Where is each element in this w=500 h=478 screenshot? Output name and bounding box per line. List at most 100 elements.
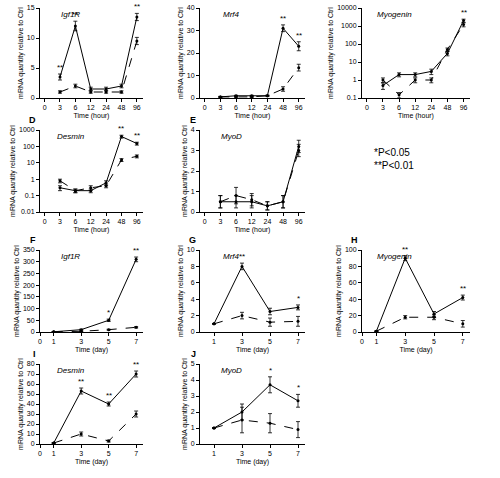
svg-text:6: 6	[397, 104, 401, 111]
svg-text:B: B	[189, 0, 196, 2]
svg-text:mRNA quantity relative to Ctrl: mRNA quantity relative to Ctrl	[335, 245, 343, 337]
svg-text:48: 48	[279, 104, 287, 111]
svg-text:1: 1	[374, 338, 378, 345]
svg-text:1: 1	[191, 188, 195, 195]
svg-text:*: *	[107, 308, 110, 317]
svg-text:40: 40	[349, 296, 357, 303]
svg-text:1: 1	[353, 76, 357, 83]
svg-text:150: 150	[23, 293, 35, 300]
svg-text:Desmin: Desmin	[57, 132, 85, 141]
svg-text:0: 0	[203, 104, 207, 111]
svg-text:30: 30	[27, 410, 35, 417]
svg-text:*: *	[297, 383, 300, 392]
svg-text:3: 3	[58, 104, 62, 111]
svg-text:3: 3	[191, 392, 195, 399]
svg-text:96: 96	[295, 104, 303, 111]
svg-text:3: 3	[403, 338, 407, 345]
svg-text:mRNA quantity relative to Ctrl: mRNA quantity relative to Ctrl	[177, 245, 185, 337]
svg-text:0.01: 0.01	[21, 208, 35, 215]
svg-text:**: **	[133, 246, 139, 255]
svg-text:5: 5	[268, 450, 272, 457]
svg-text:5: 5	[432, 338, 436, 345]
svg-text:80: 80	[27, 360, 35, 367]
svg-text:60: 60	[27, 380, 35, 387]
svg-text:50: 50	[27, 390, 35, 397]
svg-text:mRNA quantity relative to Ctrl: mRNA quantity relative to Ctrl	[181, 358, 189, 450]
svg-text:**: **	[461, 8, 467, 17]
svg-text:1: 1	[31, 176, 35, 183]
svg-text:3: 3	[218, 104, 222, 111]
svg-text:20: 20	[349, 312, 357, 319]
svg-text:**: **	[460, 284, 466, 293]
svg-text:mRNA quantity relative to Ctrl: mRNA quantity relative to Ctrl	[13, 245, 21, 337]
svg-text:*: *	[269, 366, 272, 375]
svg-text:15: 15	[27, 4, 35, 11]
svg-text:0: 0	[353, 328, 357, 335]
svg-text:24: 24	[263, 218, 271, 225]
svg-text:I: I	[33, 349, 36, 359]
svg-text:20: 20	[187, 49, 195, 56]
svg-text:Myogenin: Myogenin	[377, 10, 412, 19]
svg-text:Time (hour): Time (hour)	[235, 112, 271, 120]
svg-text:48: 48	[279, 218, 287, 225]
svg-text:80: 80	[349, 263, 357, 270]
svg-text:7: 7	[134, 450, 138, 457]
svg-text:5: 5	[31, 64, 35, 71]
svg-text:0: 0	[203, 218, 207, 225]
svg-text:350: 350	[23, 246, 35, 253]
svg-text:**: **	[133, 360, 139, 369]
svg-text:G: G	[189, 235, 196, 245]
svg-text:5: 5	[107, 450, 111, 457]
svg-text:J: J	[191, 349, 196, 359]
svg-text:0.1: 0.1	[25, 192, 35, 199]
svg-text:Myogenin: Myogenin	[377, 252, 412, 261]
svg-text:30: 30	[187, 27, 195, 34]
svg-text:mRNA quantity relative to Ctrl: mRNA quantity relative to Ctrl	[181, 125, 189, 217]
svg-text:**: **	[57, 63, 63, 72]
svg-text:**: **	[280, 14, 286, 23]
svg-text:Time (day): Time (day)	[236, 346, 269, 354]
svg-text:24: 24	[102, 218, 110, 225]
svg-text:5: 5	[268, 338, 272, 345]
svg-text:5: 5	[107, 338, 111, 345]
svg-text:10: 10	[27, 159, 35, 166]
svg-text:48: 48	[118, 218, 126, 225]
svg-text:0: 0	[191, 440, 195, 447]
svg-text:12: 12	[248, 218, 256, 225]
svg-text:10: 10	[27, 430, 35, 437]
svg-text:0: 0	[43, 218, 47, 225]
svg-text:0.1: 0.1	[347, 94, 357, 101]
svg-text:Igf1R: Igf1R	[61, 10, 80, 19]
svg-text:0: 0	[191, 208, 195, 215]
svg-text:0: 0	[43, 104, 47, 111]
svg-text:4: 4	[191, 126, 195, 133]
svg-text:3: 3	[381, 104, 385, 111]
svg-text:Igf1R: Igf1R	[61, 252, 80, 261]
svg-text:Time (day): Time (day)	[75, 458, 108, 466]
svg-text:0: 0	[365, 104, 369, 111]
svg-text:0: 0	[191, 328, 195, 335]
svg-text:2: 2	[191, 408, 195, 415]
svg-text:96: 96	[133, 104, 141, 111]
svg-text:4: 4	[191, 296, 195, 303]
svg-text:7: 7	[134, 338, 138, 345]
svg-text:20: 20	[27, 420, 35, 427]
svg-text:H: H	[351, 235, 358, 245]
svg-text:48: 48	[444, 104, 452, 111]
svg-text:2: 2	[191, 312, 195, 319]
svg-text:40: 40	[187, 4, 195, 11]
svg-text:**: **	[78, 377, 84, 386]
svg-text:6: 6	[234, 104, 238, 111]
svg-text:12: 12	[87, 104, 95, 111]
svg-text:6: 6	[73, 104, 77, 111]
svg-text:100: 100	[23, 143, 35, 150]
svg-text:2: 2	[191, 167, 195, 174]
svg-text:A: A	[29, 0, 36, 2]
svg-text:**: **	[296, 31, 302, 40]
svg-text:D: D	[29, 115, 36, 125]
svg-text:*: *	[297, 294, 300, 303]
svg-text:40: 40	[27, 400, 35, 407]
svg-text:0: 0	[38, 450, 42, 457]
svg-text:mRNA quantity relative to Ctrl: mRNA quantity relative to Ctrl	[17, 7, 25, 99]
svg-text:7: 7	[296, 450, 300, 457]
